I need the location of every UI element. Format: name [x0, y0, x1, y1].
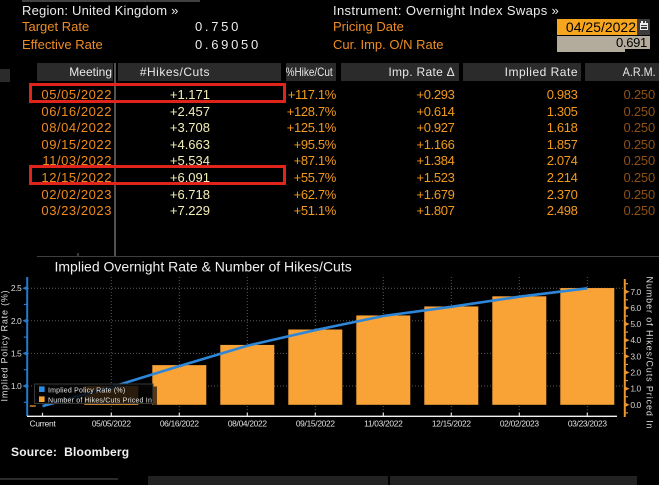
svg-text:7.0: 7.0 — [630, 287, 641, 297]
svg-text:11/03/2022: 11/03/2022 — [364, 418, 403, 428]
svg-text:5.0: 5.0 — [630, 319, 641, 329]
svg-text:2.0: 2.0 — [11, 316, 22, 326]
svg-text:Implied Policy Rate (%): Implied Policy Rate (%) — [48, 387, 125, 394]
svg-text:2.0: 2.0 — [630, 368, 641, 378]
svg-text:03/23/2023: 03/23/2023 — [568, 418, 608, 428]
svg-text:12/15/2022: 12/15/2022 — [432, 418, 472, 428]
svg-text:Number of Hikes/Cuts Priced In: Number of Hikes/Cuts Priced In — [645, 276, 655, 429]
svg-text:1.0: 1.0 — [11, 381, 22, 391]
svg-text:Number of Hikes/Cuts Priced In: Number of Hikes/Cuts Priced In — [48, 397, 152, 404]
svg-text:09/15/2022: 09/15/2022 — [296, 418, 336, 428]
svg-text:1.5: 1.5 — [11, 348, 22, 358]
svg-text:0.0: 0.0 — [630, 400, 641, 410]
svg-text:1.0: 1.0 — [630, 384, 641, 394]
svg-text:06/16/2022: 06/16/2022 — [160, 418, 200, 428]
svg-text:Implied Overnight Rate & Numbe: Implied Overnight Rate & Number of Hikes… — [55, 258, 352, 274]
svg-text:08/04/2022: 08/04/2022 — [228, 418, 268, 428]
svg-text:4.0: 4.0 — [630, 335, 641, 345]
svg-text:Current: Current — [30, 418, 57, 428]
svg-text:05/05/2022: 05/05/2022 — [92, 418, 132, 428]
svg-text:6.0: 6.0 — [630, 303, 641, 313]
svg-text:2.5: 2.5 — [11, 283, 22, 293]
svg-text:02/02/2023: 02/02/2023 — [500, 418, 540, 428]
svg-text:3.0: 3.0 — [630, 351, 641, 361]
svg-text:Implied Policy Rate (%): Implied Policy Rate (%) — [0, 290, 10, 402]
